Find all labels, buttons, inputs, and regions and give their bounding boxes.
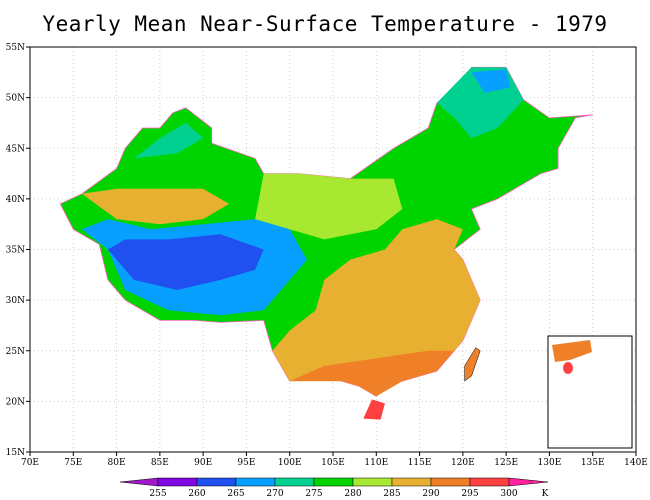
tarim-zone xyxy=(81,188,230,225)
colorbar-unit: K xyxy=(542,489,549,499)
lon-tick-label: 135E xyxy=(581,458,605,468)
colorbar-label: 265 xyxy=(227,489,244,499)
colorbar-label: 295 xyxy=(461,489,478,499)
lat-tick-label: 25N xyxy=(6,347,25,357)
colorbar-label: 280 xyxy=(344,489,361,499)
inset-land xyxy=(552,340,592,362)
lon-tick-label: 90E xyxy=(194,458,212,468)
axis-ticks: 70E 75E 80E 85E 90E 95E 100E 105E 110E 115E 120E 12… xyxy=(6,43,648,468)
colorbar-box xyxy=(469,477,510,487)
lat-tick-label: 50N xyxy=(6,94,25,104)
colorbar-box xyxy=(391,477,432,487)
colorbar-box xyxy=(313,477,354,487)
north-zone xyxy=(255,173,403,240)
daxinganling-zone xyxy=(471,69,511,93)
colorbar-box xyxy=(352,477,393,487)
colorbar: 255 260 265 270 275 280 285 290 295 300 K xyxy=(119,477,549,499)
map-area xyxy=(30,47,636,452)
hainan-zone xyxy=(363,399,385,420)
lon-tick-label: 80E xyxy=(108,458,126,468)
hot-south-zone xyxy=(289,350,455,397)
tibet-cold-zone xyxy=(107,234,264,290)
altai-zone xyxy=(133,122,204,159)
colorbar-low-triangle xyxy=(119,477,159,487)
inset-hainan xyxy=(563,362,573,374)
lon-tick-label: 120E xyxy=(451,458,475,468)
lat-tick-label: 35N xyxy=(6,246,25,256)
lon-tick-label: 115E xyxy=(408,458,432,468)
colorbar-label: 255 xyxy=(149,489,166,499)
colorbar-box xyxy=(235,477,276,487)
colorbar-label: 270 xyxy=(266,489,283,499)
colorbar-label: 285 xyxy=(383,489,400,499)
lat-tick-label: 15N xyxy=(6,448,25,458)
lon-tick-label: 75E xyxy=(64,458,82,468)
lon-tick-label: 100E xyxy=(278,458,302,468)
lon-tick-label: 95E xyxy=(237,458,255,468)
lat-tick-label: 55N xyxy=(6,43,25,53)
lat-tick-label: 45N xyxy=(6,144,25,154)
lat-tick-label: 20N xyxy=(6,397,25,407)
lon-tick-label: 110E xyxy=(364,458,388,468)
colorbar-box xyxy=(196,477,237,487)
lat-tick-label: 30N xyxy=(6,296,25,306)
lon-tick-label: 70E xyxy=(21,458,39,468)
colorbar-box xyxy=(430,477,471,487)
colorbar-label: 300 xyxy=(500,489,517,499)
lon-tick-label: 125E xyxy=(494,458,518,468)
colorbar-box xyxy=(157,477,198,487)
colorbar-high-triangle xyxy=(508,477,549,487)
colorbar-label: 260 xyxy=(188,489,205,499)
lon-tick-label: 130E xyxy=(538,458,562,468)
map-title: Yearly Mean Near-Surface Temperature - 1… xyxy=(42,12,608,36)
colorbar-label: 290 xyxy=(422,489,439,499)
colorbar-label: 275 xyxy=(305,489,322,499)
lon-tick-label: 105E xyxy=(321,458,345,468)
taiwan-region xyxy=(464,347,481,382)
lat-tick-label: 40N xyxy=(6,195,25,205)
colorbar-box xyxy=(274,477,315,487)
lon-tick-label: 85E xyxy=(151,458,169,468)
lon-tick-label: 140E xyxy=(624,458,648,468)
